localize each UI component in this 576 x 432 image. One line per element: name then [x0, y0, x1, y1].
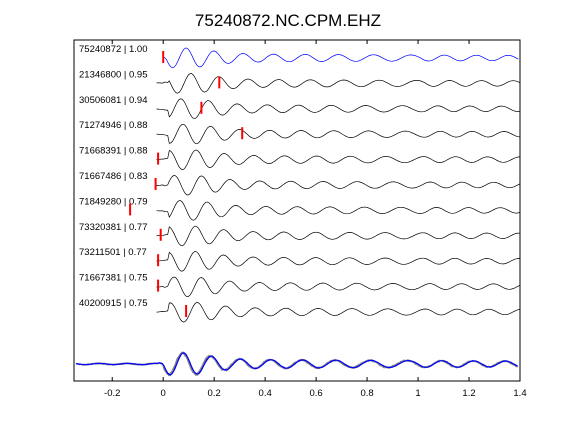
waveform — [156, 123, 520, 145]
x-tick-label: 1.4 — [513, 388, 526, 399]
stack-layer — [75, 351, 518, 377]
trace-4: 71274946 | 0.88 — [79, 120, 520, 145]
x-tick-label: 0.4 — [259, 388, 272, 399]
x-tick-label: 0.2 — [208, 388, 221, 399]
x-tick-label: 1 — [415, 388, 420, 399]
x-axis: -0.2 0 0.2 0.4 0.6 0.8 1 1.2 1.4 — [104, 40, 527, 399]
trace-label: 71667486 | 0.83 — [79, 171, 148, 182]
trace-label: 73320381 | 0.77 — [79, 222, 148, 233]
trace-label: 71849280 | 0.79 — [79, 196, 148, 207]
trace-label: 71667381 | 0.75 — [79, 273, 148, 284]
plot-axes — [73, 39, 521, 382]
waveform — [156, 98, 520, 119]
x-tick-label: 1.2 — [462, 388, 475, 399]
waveform — [156, 175, 520, 196]
waveform — [156, 276, 520, 297]
stacked-waveform — [75, 352, 518, 375]
trace-label: 75240872 | 1.00 — [79, 44, 148, 55]
waveform — [156, 251, 520, 272]
reference-waveform — [163, 47, 519, 69]
trace-11: 40200915 | 0.75 — [79, 298, 520, 323]
waveform — [156, 302, 520, 323]
stacked-waveform — [75, 351, 518, 376]
trace-5: 71668391 | 0.88 — [79, 146, 520, 170]
stacked-waveform — [75, 351, 518, 375]
waveform — [156, 73, 520, 94]
x-tick-label: -0.2 — [104, 388, 120, 399]
x-tick-label: 0.6 — [310, 388, 323, 399]
traces-layer: 75240872 | 1.00 21346800 | 0.95 30506081 |… — [79, 44, 520, 323]
x-tick-label: 0 — [161, 388, 166, 399]
trace-label: 30506081 | 0.94 — [79, 95, 148, 106]
trace-3: 30506081 | 0.94 — [79, 95, 520, 119]
waveform — [156, 200, 520, 221]
trace-1: 75240872 | 1.00 — [79, 44, 519, 69]
trace-8: 73320381 | 0.77 — [79, 222, 520, 247]
trace-label: 73211501 | 0.77 — [79, 247, 147, 258]
waveform — [156, 149, 520, 170]
trace-6: 71667486 | 0.83 — [79, 171, 520, 196]
stacked-waveform — [75, 351, 518, 377]
trace-label: 40200915 | 0.75 — [79, 298, 148, 309]
trace-label: 71668391 | 0.88 — [79, 146, 148, 157]
trace-label: 71274946 | 0.88 — [79, 120, 148, 131]
chart-title: 75240872.NC.CPM.EHZ — [195, 11, 381, 30]
stacked-reference-waveform — [75, 352, 518, 376]
waveform — [156, 225, 520, 247]
trace-2: 21346800 | 0.95 — [79, 69, 520, 94]
trace-10: 71667381 | 0.75 — [79, 273, 520, 297]
trace-label: 21346800 | 0.95 — [79, 69, 148, 80]
stacked-waveform — [75, 353, 518, 375]
trace-9: 73211501 | 0.77 — [79, 247, 520, 272]
stacked-waveform — [75, 351, 518, 377]
x-tick-label: 0.8 — [360, 388, 373, 399]
trace-7: 71849280 | 0.79 — [79, 196, 520, 221]
stacked-waveform — [75, 352, 518, 376]
